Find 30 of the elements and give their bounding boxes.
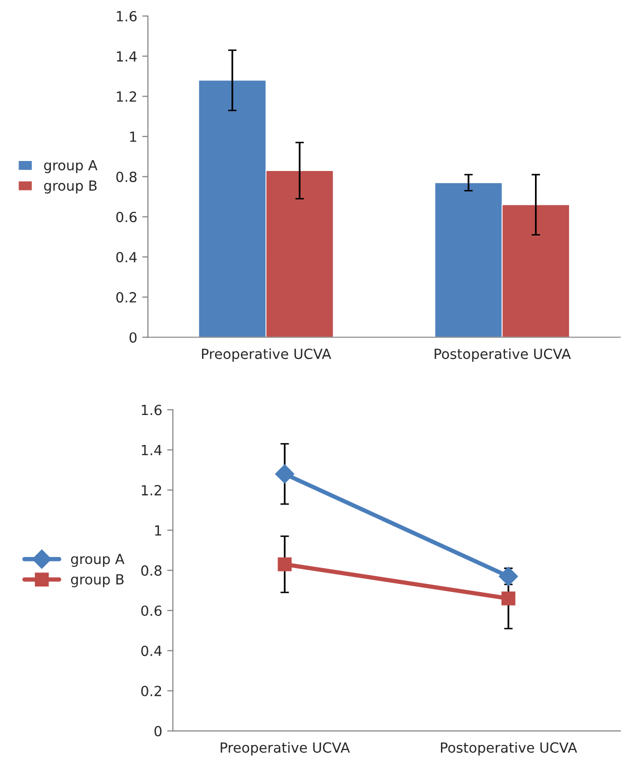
y-tick-label: 0	[130, 332, 137, 343]
y-tick-label: 1.4	[142, 445, 162, 456]
y-tick-label: 0.6	[116, 212, 137, 222]
y-tick-label: 1.2	[116, 91, 136, 102]
y-tick-label: 0	[154, 726, 162, 736]
y-tick-label: 0.2	[116, 292, 136, 303]
y-tick-label: 1.4	[116, 51, 137, 62]
y-tick-label: 1.6	[142, 404, 162, 416]
point	[501, 592, 516, 606]
point	[278, 557, 292, 572]
y-tick-label: 0.8	[116, 172, 137, 182]
legend-label: group A	[44, 160, 98, 174]
y-tick-label: 1.6	[116, 10, 137, 22]
y-tick-label: 0.2	[141, 686, 162, 696]
point	[498, 566, 518, 586]
x-tick-label: Preoperative UCVA	[202, 348, 332, 362]
y-tick-label: 0.6	[141, 605, 162, 616]
x-tick-label: Postoperative UCVA	[434, 348, 571, 362]
y-tick-label: 1	[155, 525, 162, 536]
point	[275, 464, 294, 484]
y-tick-label: 0.4	[116, 252, 137, 262]
x-tick-label: Preoperative UCVA	[220, 742, 350, 756]
y-tick-label: 0.8	[141, 565, 162, 576]
legend-label: group B	[71, 574, 124, 588]
y-tick-label: 1	[130, 132, 136, 142]
x-tick-label: Postoperative UCVA	[440, 742, 578, 756]
legend-label: group B	[44, 180, 97, 194]
y-tick-label: 0.4	[141, 646, 162, 656]
legend-label: group A	[71, 554, 124, 567]
y-tick-label: 1.2	[142, 485, 162, 496]
